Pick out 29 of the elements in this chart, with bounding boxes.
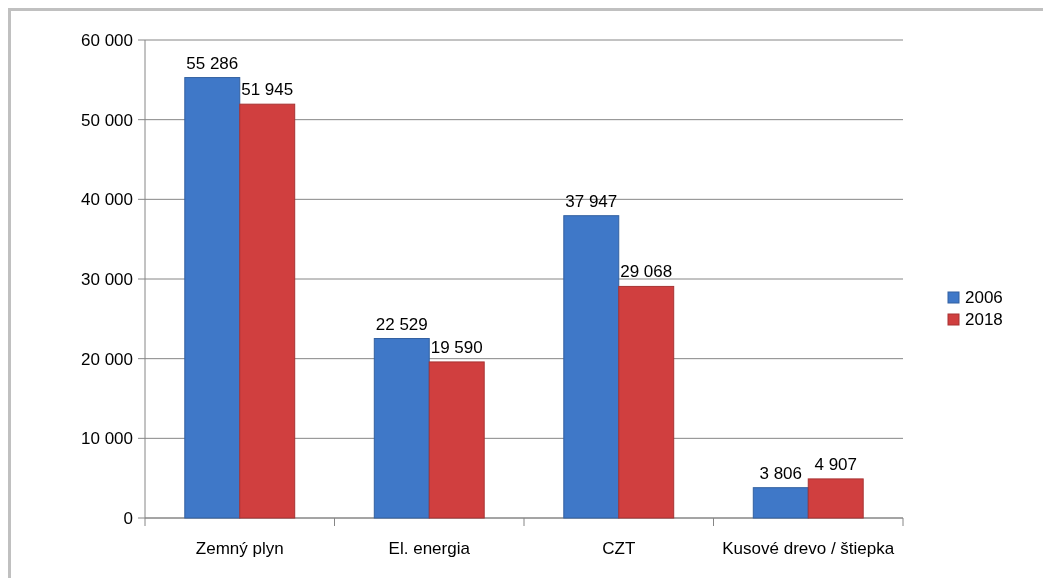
y-tick-label: 10 000: [81, 429, 133, 449]
y-tick-label: 60 000: [81, 30, 133, 50]
data-label: 4 907: [814, 454, 857, 474]
legend-label: 2018: [965, 310, 1003, 329]
data-label: 19 590: [430, 337, 483, 357]
bar: [373, 338, 430, 519]
data-label: 3 806: [759, 463, 803, 483]
data-label: 29 068: [620, 262, 673, 282]
bar: [563, 215, 620, 519]
bar: [239, 103, 296, 519]
data-label: 51 945: [241, 80, 294, 100]
data-label: 37 947: [565, 191, 618, 211]
x-tick-label: El. energia: [388, 539, 471, 558]
x-tick-label: CZT: [602, 539, 636, 558]
y-tick-label: 40 000: [81, 190, 133, 210]
legend-label: 2006: [965, 288, 1003, 307]
bar: [807, 478, 864, 519]
y-tick-label: 20 000: [81, 349, 133, 369]
x-tick-label: Kusové drevo / štiepka: [722, 539, 895, 558]
data-label: 22 529: [375, 314, 428, 334]
y-tick-label: 30 000: [81, 269, 133, 289]
bar: [428, 361, 485, 519]
y-tick-label: 0: [123, 508, 133, 528]
bar: [618, 285, 675, 519]
data-label: 55 286: [186, 53, 239, 73]
bar: [184, 77, 241, 519]
y-tick-label: 50 000: [81, 110, 133, 130]
x-tick-label: Zemný plyn: [195, 539, 284, 558]
bar: [752, 487, 809, 519]
